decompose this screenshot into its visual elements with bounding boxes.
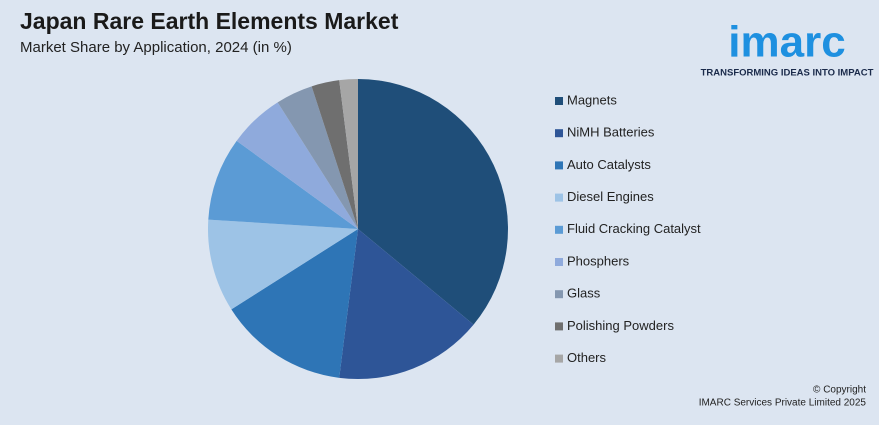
chart-subtitle: Market Share by Application, 2024 (in %)	[20, 39, 292, 56]
legend-label: Fluid Cracking Catalyst	[567, 221, 701, 236]
chart-title: Japan Rare Earth Elements Market	[20, 8, 399, 34]
pie-slice	[236, 102, 358, 229]
pie-slice	[358, 79, 508, 325]
pie-slice	[311, 80, 358, 229]
copyright: © Copyright	[813, 385, 866, 396]
legend-label: Glass	[567, 286, 601, 301]
logo-name: imarc	[728, 18, 845, 67]
legend-swatch	[555, 193, 563, 202]
legend-label: Phosphers	[567, 253, 630, 268]
logo-tagline: TRANSFORMING IDEAS INTO IMPACT	[701, 68, 874, 79]
legend-swatch	[555, 258, 563, 266]
pie-slice	[339, 79, 358, 229]
legend-swatch	[555, 225, 563, 234]
legend-label: Auto Catalysts	[567, 157, 651, 172]
pie-slice	[231, 229, 358, 378]
legend-label: Magnets	[567, 92, 617, 107]
pie-slice	[277, 86, 358, 229]
legend-swatch	[555, 161, 563, 170]
pie-slice	[339, 229, 474, 379]
legend-swatch	[555, 97, 563, 105]
legend-swatch	[555, 322, 563, 331]
pie-slice	[208, 140, 358, 229]
pie-slice	[208, 219, 358, 310]
legend-swatch	[555, 129, 563, 138]
legend-label: Others	[567, 350, 607, 365]
legend-label: Polishing Powders	[567, 318, 674, 333]
company: IMARC Services Private Limited 2025	[699, 398, 867, 409]
legend-label: Diesel Engines	[567, 189, 654, 204]
legend-label: NiMH Batteries	[567, 125, 655, 140]
legend-swatch	[555, 354, 563, 363]
legend-swatch	[555, 290, 563, 299]
